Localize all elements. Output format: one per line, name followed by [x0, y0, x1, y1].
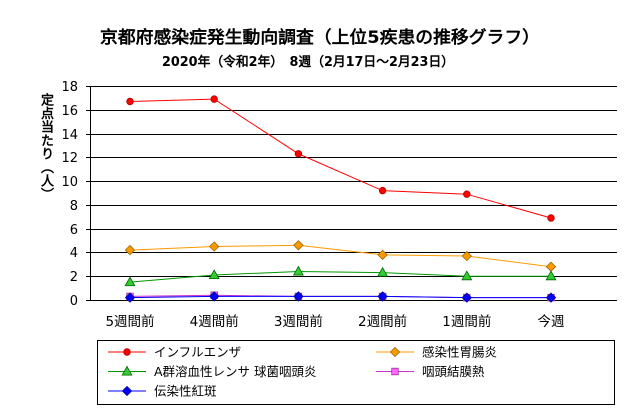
y-axis-title: 定点当たり（人） [38, 93, 53, 201]
y-tick-label: 4 [70, 246, 78, 261]
legend-marker [121, 365, 133, 376]
x-tick-label: 今週 [538, 314, 566, 330]
data-point-marker [209, 241, 220, 252]
chart-title: 京都府感染症発生動向調査（上位5疾患の推移グラフ） [100, 27, 540, 48]
y-tick-label: 14 [61, 128, 78, 143]
data-point-marker [463, 190, 471, 198]
series-line [129, 295, 551, 299]
legend-item: 伝染性紅斑 [108, 384, 217, 399]
y-tick-label: 2 [70, 270, 78, 285]
legend-label: 咽頭結膜熱 [422, 364, 485, 379]
data-point-marker [461, 250, 472, 262]
data-point-marker [293, 240, 304, 251]
legend-item: 感染性胃腸炎 [376, 345, 497, 360]
legend-item: A群溶血性レンサ 球菌咽頭炎 [108, 364, 317, 379]
legend-box [97, 340, 615, 405]
series-group [124, 291, 557, 303]
x-tick-label: 5週間前 [105, 313, 154, 330]
data-point-marker [210, 95, 218, 103]
x-tick-label: 4週間前 [190, 313, 239, 330]
data-point-marker [461, 270, 473, 281]
y-tick-label: 12 [61, 151, 78, 166]
legend-label: A群溶血性レンサ 球菌咽頭炎 [154, 364, 317, 379]
series-group [124, 240, 557, 272]
data-point-marker [124, 292, 136, 303]
series-group [124, 265, 557, 287]
x-tick-label: 3週間前 [274, 313, 323, 330]
legend-marker [123, 348, 131, 356]
legend-marker [121, 385, 133, 397]
data-point-marker [377, 266, 389, 277]
legend-label: 感染性胃腸炎 [422, 345, 497, 360]
y-tick-label: 6 [70, 223, 78, 238]
data-point-marker [377, 291, 388, 302]
data-point-marker [292, 265, 304, 276]
y-tick-label: 18 [61, 80, 78, 95]
legend-item: インフルエンザ [108, 345, 241, 360]
y-tick-label: 0 [70, 294, 78, 309]
series-group [126, 95, 555, 222]
legend-marker [389, 346, 401, 358]
legend-label: インフルエンザ [154, 345, 241, 360]
series-line [129, 98, 552, 219]
y-tick-label: 16 [61, 104, 78, 119]
chart-subtitle: 2020年（令和2年） 8週（2月17日～2月23日） [162, 54, 454, 70]
data-point-marker [547, 214, 555, 222]
x-tick-label: 1週間前 [442, 313, 491, 330]
y-tick-label: 10 [61, 175, 78, 190]
series-layer [124, 95, 557, 303]
series-line [129, 244, 552, 268]
data-point-marker [545, 292, 557, 303]
x-axis-tick-labels: 5週間前 4週間前 3週間前 2週間前 1週間前 今週 [105, 313, 565, 330]
data-point-marker [545, 270, 557, 281]
data-point-marker [377, 249, 388, 260]
data-point-marker [294, 150, 303, 158]
legend-marker [391, 367, 399, 376]
y-axis-tick-labels: 0 2 4 6 8 10 12 14 16 18 [61, 80, 78, 309]
gridlines [86, 86, 617, 301]
data-point-marker [124, 244, 136, 256]
data-point-marker [208, 269, 220, 280]
y-tick-label: 8 [70, 199, 78, 214]
plot-area [90, 86, 617, 300]
data-point-marker [293, 291, 304, 302]
legend-item: 咽頭結膜熱 [376, 364, 485, 379]
data-point-marker [126, 97, 134, 106]
series-line [129, 270, 551, 283]
data-point-marker [461, 292, 472, 303]
x-tick-label: 2週間前 [358, 313, 407, 330]
legend-label: 伝染性紅斑 [154, 384, 217, 399]
data-point-marker [124, 276, 136, 287]
data-point-marker [209, 291, 220, 302]
data-point-marker [378, 186, 387, 195]
